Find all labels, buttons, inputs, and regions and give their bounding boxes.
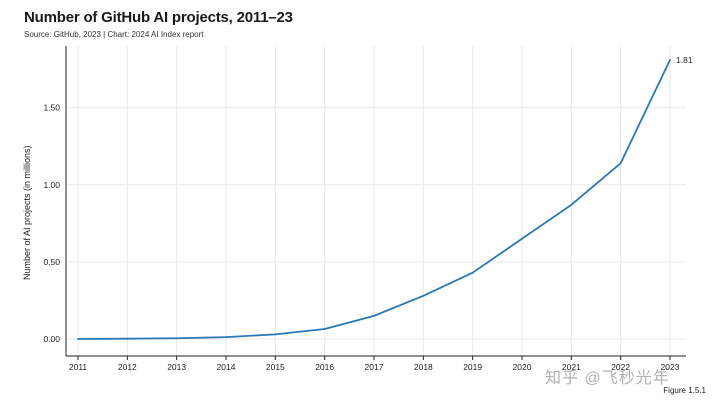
data-point	[225, 336, 227, 339]
data-point	[619, 162, 622, 165]
data-point	[422, 294, 425, 297]
x-tick-label: 2013	[167, 362, 186, 372]
data-point	[126, 337, 129, 340]
y-tick-label: 1.00	[43, 180, 60, 190]
x-tick-label: 2021	[562, 362, 581, 372]
x-tick-label: 2022	[611, 362, 630, 372]
data-point	[274, 333, 277, 336]
data-point	[175, 337, 178, 340]
watermark: 知乎 @飞秒光年	[545, 370, 670, 387]
figure-label: Figure 1.5.1	[663, 386, 706, 395]
x-tick-label: 2014	[217, 362, 236, 372]
chart-title: Number of GitHub AI projects, 2011–23	[24, 9, 293, 26]
x-tick-label: 2019	[463, 362, 482, 372]
end-value-label: 1.81	[676, 55, 693, 65]
y-tick-label: 0.00	[43, 334, 60, 344]
data-point	[570, 203, 573, 206]
x-tick-label: 2015	[266, 362, 285, 372]
data-point	[521, 237, 523, 240]
x-tick-label: 2020	[513, 362, 532, 372]
chart-subtitle: Source: GitHub, 2023 | Chart: 2024 AI In…	[24, 30, 204, 39]
x-tick-label: 2012	[118, 362, 137, 372]
data-point	[77, 338, 79, 340]
data-point	[323, 328, 326, 330]
x-tick-label: 2018	[414, 362, 433, 372]
data-point	[669, 58, 671, 61]
y-tick-label: 1.50	[43, 103, 60, 113]
y-tick-label: 0.50	[43, 257, 60, 267]
data-point	[471, 271, 474, 274]
x-tick-label: 2011	[69, 362, 88, 372]
data-point	[373, 314, 375, 317]
x-tick-label: 2017	[365, 362, 384, 372]
x-tick-label: 2016	[315, 362, 334, 372]
x-tick-label: 2023	[661, 362, 680, 372]
